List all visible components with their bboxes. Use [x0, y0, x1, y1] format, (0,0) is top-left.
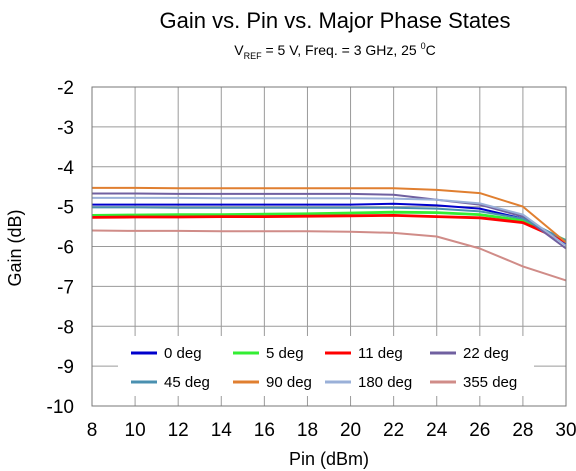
- series-line: [91, 210, 567, 242]
- x-tick-label: 16: [254, 420, 275, 441]
- x-tick-label: 8: [87, 420, 98, 441]
- x-tick-label: 10: [125, 420, 146, 441]
- y-tick-label: -5: [57, 198, 74, 219]
- legend-label: 5 deg: [266, 345, 304, 362]
- x-tick-label: 12: [168, 420, 189, 441]
- series-line: [92, 196, 567, 247]
- subtitle-superscript: 0: [421, 41, 426, 51]
- series-line: [92, 186, 567, 244]
- legend: 0 deg 5 deg 11 deg 22 deg 45 deg 90 deg 180 de…: [118, 336, 534, 396]
- legend-label: 355 deg: [463, 374, 517, 391]
- x-tick-label: 24: [426, 420, 448, 441]
- legend-background: [118, 336, 534, 396]
- x-tick-label: 22: [383, 420, 404, 441]
- y-axis-label: Gain (dB): [5, 209, 25, 286]
- series-line: [92, 192, 567, 250]
- y-tick-label: -4: [57, 158, 74, 179]
- x-tick-label: 20: [340, 420, 361, 441]
- x-tick-label: 14: [211, 420, 233, 441]
- x-tick-label: 26: [469, 420, 490, 441]
- series-line: [92, 202, 567, 246]
- plot-area-frame: [91, 86, 567, 407]
- series-lines: [91, 186, 567, 282]
- y-tick-label: -6: [57, 238, 74, 259]
- x-tick-label: 18: [297, 420, 318, 441]
- series-line: [91, 229, 567, 282]
- x-tick-label: 30: [555, 420, 576, 441]
- y-tick-label: -3: [57, 118, 74, 139]
- axis-ticks: 8 10 12 14 16 18 20 22 24 26 28 30 -2 -3 -4 -5 -6 -7 -8 -9 -…: [47, 78, 576, 441]
- legend-label: 11 deg: [358, 345, 403, 362]
- chart-subtitle: VREF = 5 V, Freq. = 3 GHz, 25 0C: [234, 41, 436, 61]
- chart-title: Gain vs. Pin vs. Major Phase States: [160, 8, 511, 33]
- series-line: [91, 213, 567, 243]
- subtitle-suffix: C: [426, 42, 436, 58]
- y-tick-label: -2: [57, 78, 74, 99]
- legend-label: 45 deg: [164, 374, 210, 391]
- y-tick-label: -7: [57, 277, 74, 298]
- legend-label: 90 deg: [266, 374, 312, 391]
- y-tick-label: -8: [57, 317, 74, 338]
- y-tick-label: -10: [47, 397, 74, 418]
- series-line: [92, 206, 567, 242]
- legend-label: 0 deg: [164, 345, 202, 362]
- subtitle-prefix: V: [234, 42, 244, 58]
- y-tick-label: -9: [57, 357, 74, 378]
- legend-label: 22 deg: [463, 345, 509, 362]
- legend-label: 180 deg: [358, 374, 412, 391]
- x-axis-label: Pin (dBm): [289, 449, 369, 469]
- subtitle-subscript: REF: [244, 51, 263, 61]
- x-tick-label: 28: [512, 420, 533, 441]
- subtitle-middle: = 5 V, Freq. = 3 GHz, 25: [262, 42, 421, 58]
